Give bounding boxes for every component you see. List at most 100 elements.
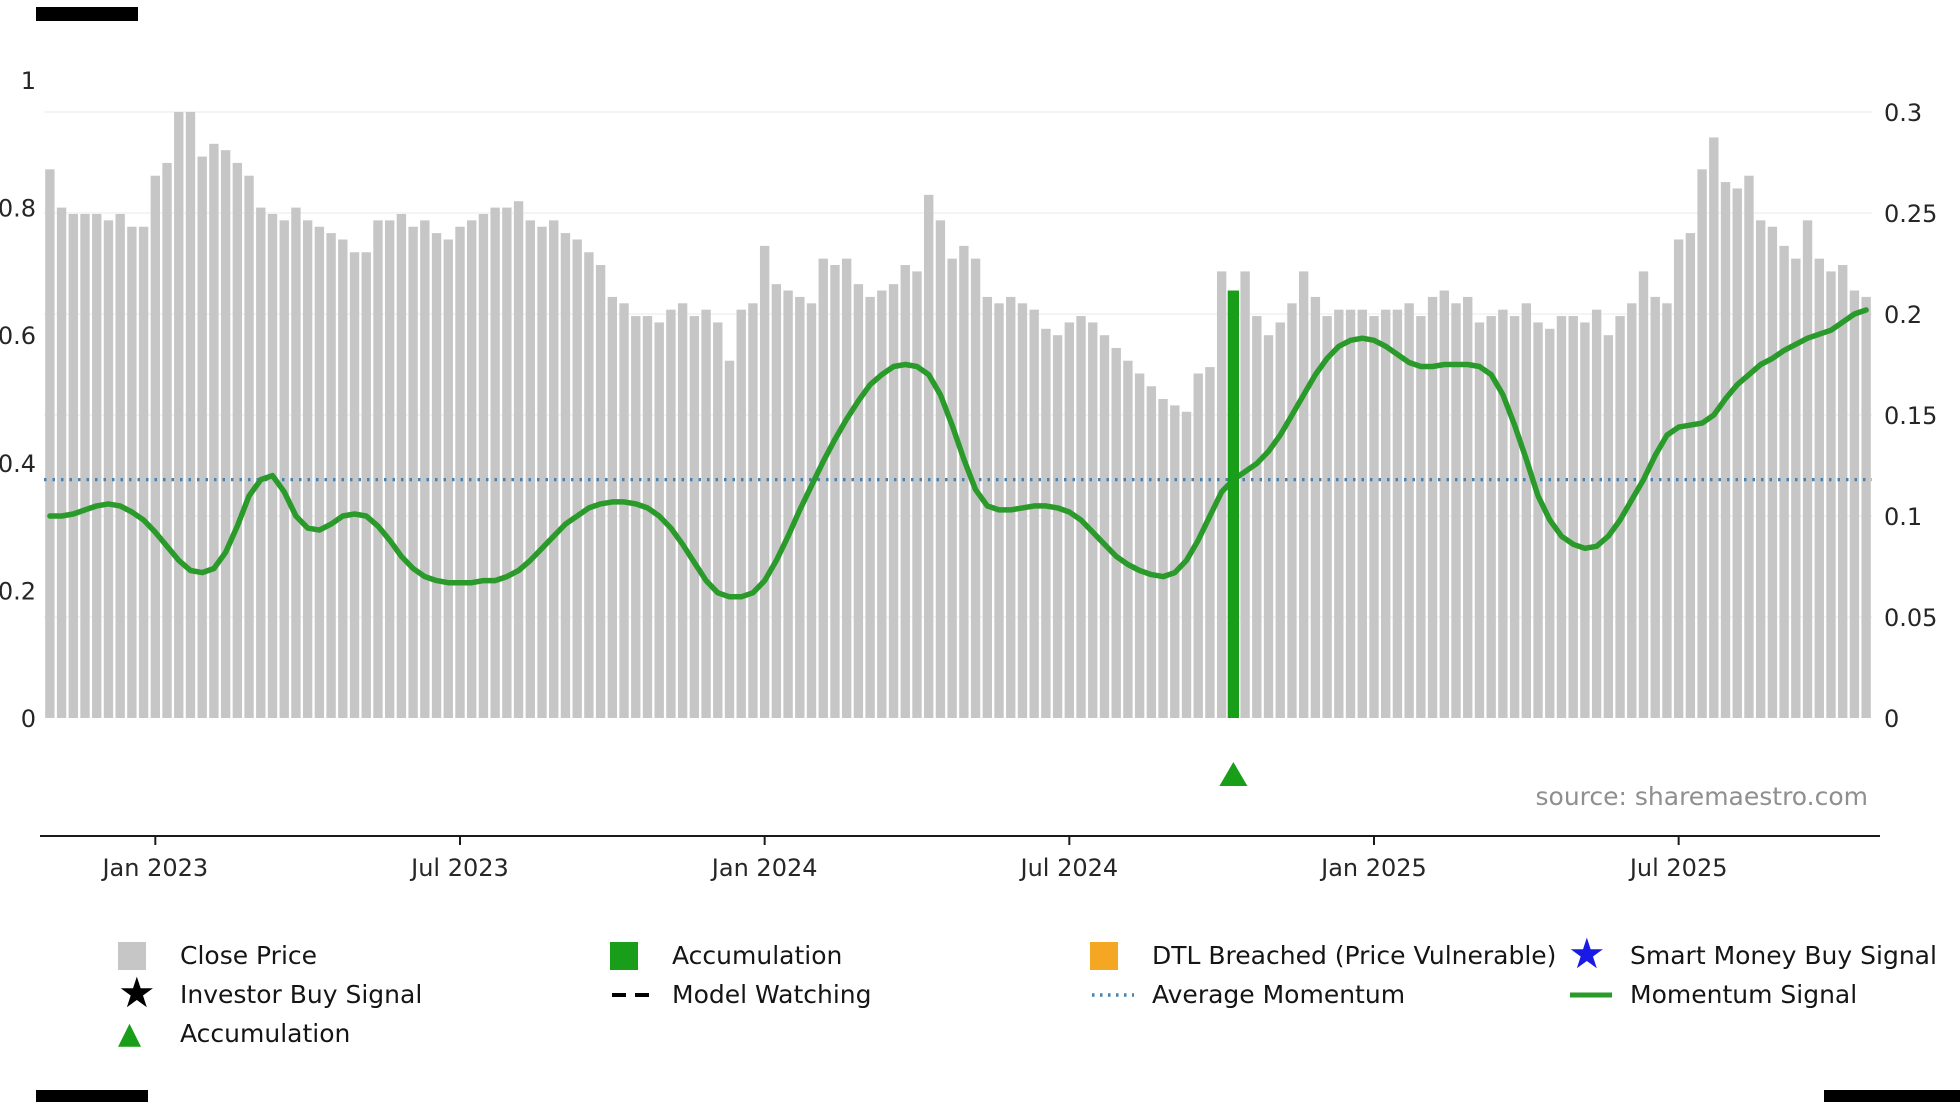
close-price-bar xyxy=(244,175,254,718)
close-price-bar xyxy=(619,303,629,718)
close-price-bar xyxy=(150,175,161,718)
close-price-bar xyxy=(1381,309,1391,718)
close-price-bar xyxy=(1627,303,1637,718)
close-price-bar xyxy=(1170,405,1180,718)
close-price-bar xyxy=(1029,309,1039,718)
close-price-bar xyxy=(1263,335,1274,718)
momentum-signal-line-icon xyxy=(1570,992,1612,997)
close-price-bar xyxy=(291,207,301,718)
close-price-bar xyxy=(80,213,90,719)
close-price-bar xyxy=(959,245,969,718)
close-price-bar xyxy=(174,111,184,718)
left-axis-tick-label: 0 xyxy=(21,705,36,733)
close-price-bar xyxy=(1134,373,1145,718)
close-price-bar xyxy=(127,226,137,719)
left-axis-tick-label: 0.2 xyxy=(0,577,36,605)
source-credit: source: sharemaestro.com xyxy=(1535,782,1869,811)
close-price-bar xyxy=(361,252,371,718)
close-price-bar xyxy=(1849,290,1860,718)
close-price-bar xyxy=(689,316,700,718)
close-price-bar xyxy=(1287,303,1297,718)
x-axis-tick-label: Jul 2024 xyxy=(1018,854,1118,882)
close-price-bar xyxy=(771,284,782,718)
close-price-bar xyxy=(1275,322,1285,718)
close-price-bar xyxy=(865,296,875,718)
close-price-bar xyxy=(1744,175,1754,718)
close-price-bar xyxy=(1088,322,1098,718)
legend-label-dtl-breached: DTL Breached (Price Vulnerable) xyxy=(1152,941,1557,970)
close-price-bar xyxy=(1451,303,1461,718)
x-axis-tick-label: Jan 2023 xyxy=(100,854,208,882)
investor-buy-star-icon: ★ xyxy=(118,967,156,1017)
close-price-bar xyxy=(326,233,336,718)
right-axis-tick-label: 0.1 xyxy=(1884,503,1922,531)
close-price-bar xyxy=(408,226,418,719)
dtl-breached-swatch-icon xyxy=(1090,941,1118,970)
close-price-bar xyxy=(572,239,582,718)
close-price-bar xyxy=(396,213,407,719)
close-price-bar xyxy=(549,220,559,719)
x-axis-tick-label: Jan 2024 xyxy=(710,854,818,882)
close-price-bar xyxy=(1111,347,1121,718)
close-price-bar xyxy=(1498,309,1508,718)
close-price-bar xyxy=(1298,271,1309,718)
close-price-bar xyxy=(724,360,735,718)
close-price-bar xyxy=(736,309,746,718)
close-price-bar xyxy=(1568,316,1578,718)
right-axis-tick-label: 0.05 xyxy=(1884,604,1937,632)
close-price-bar xyxy=(373,220,383,719)
close-price-bar xyxy=(560,233,571,718)
close-price-bar xyxy=(1193,373,1203,718)
chart-legend: Close Price Accumulation DTL Breached (P… xyxy=(118,932,1937,1053)
x-axis-tick-label: Jul 2023 xyxy=(409,854,509,882)
right-axis-tick-label: 0.25 xyxy=(1884,200,1937,228)
close-price-bar xyxy=(115,213,125,719)
close-price-bar xyxy=(1064,322,1075,718)
close-price-bar xyxy=(185,111,196,718)
close-price-bar xyxy=(1345,309,1356,718)
black-strip-bottom-left xyxy=(36,1090,148,1102)
close-price-bar xyxy=(1252,316,1262,718)
close-price-bar xyxy=(1474,322,1485,718)
close-price-bar xyxy=(947,258,957,718)
close-price-bar xyxy=(279,220,289,719)
close-price-bar xyxy=(900,265,910,718)
close-price-bar xyxy=(478,213,489,719)
x-axis-tick-label: Jul 2025 xyxy=(1628,854,1728,882)
close-price-bar xyxy=(1041,328,1051,718)
close-price-bar xyxy=(1638,271,1649,718)
close-price-bar xyxy=(912,271,922,718)
left-axis-tick-label: 0.6 xyxy=(0,322,36,350)
close-price-bar xyxy=(654,322,664,718)
average-momentum-dots-icon xyxy=(1092,992,1134,997)
close-price-bar xyxy=(1240,271,1250,718)
close-price-bar xyxy=(748,303,758,718)
close-price-bar xyxy=(1205,367,1215,718)
close-price-bar xyxy=(92,213,102,719)
close-price-bar xyxy=(853,284,864,718)
close-price-bar xyxy=(1580,322,1590,718)
close-price-bar xyxy=(1052,335,1063,718)
close-price-bar xyxy=(1767,226,1778,719)
close-price-bar xyxy=(56,207,67,718)
close-price-bar xyxy=(1146,386,1157,718)
close-price-bar xyxy=(1439,290,1449,718)
close-price-bar xyxy=(1392,309,1403,718)
close-price-bar xyxy=(1779,245,1789,718)
close-price-bar xyxy=(209,143,219,719)
accumulation-marker xyxy=(1219,762,1248,786)
close-price-bar xyxy=(103,220,114,719)
close-price-bar xyxy=(1416,316,1426,718)
close-price-bar xyxy=(256,207,266,718)
left-axis-tick-label: 1 xyxy=(21,67,36,95)
accumulation-triangle-icon: ▲ xyxy=(118,1015,142,1051)
close-price-bar xyxy=(1123,360,1133,718)
close-price-bar xyxy=(1791,258,1801,718)
left-axis-tick-label: 0.4 xyxy=(0,450,36,478)
close-price-bar xyxy=(525,220,535,719)
close-price-bar xyxy=(138,226,149,719)
close-price-bar xyxy=(713,322,723,718)
close-price-bar xyxy=(830,265,840,718)
right-axis-tick-label: 0.3 xyxy=(1884,99,1922,127)
black-strip-bottom-right xyxy=(1824,1090,1960,1102)
